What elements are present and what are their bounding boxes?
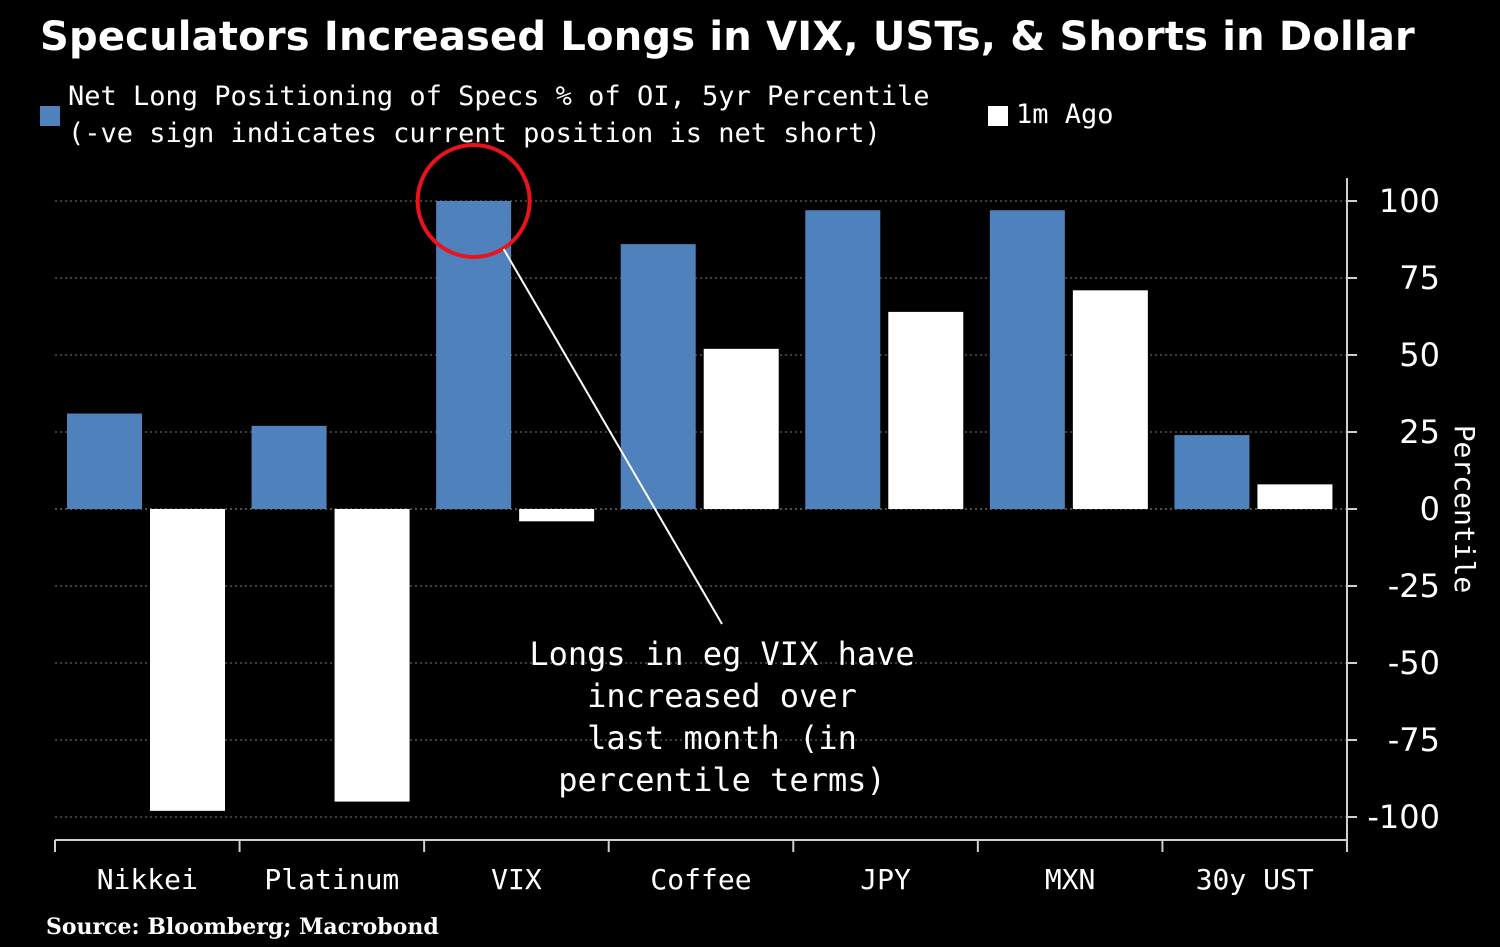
annotation-text-line: percentile terms) <box>558 761 886 799</box>
bar <box>436 201 512 509</box>
y-tick-label: -50 <box>1388 644 1440 682</box>
bar <box>703 348 779 509</box>
bar <box>805 210 881 510</box>
highlight-circle <box>415 143 532 259</box>
bar <box>334 509 410 802</box>
annotation-text-line: last month (in <box>587 719 857 757</box>
bar <box>620 244 696 509</box>
x-tick-labels: Nikkei Platinum VIX Coffee JPY MXN 30y UST <box>97 863 1314 896</box>
y-tick-label: -75 <box>1388 721 1440 759</box>
x-tick-label: 30y UST <box>1196 863 1314 896</box>
bar <box>519 509 595 522</box>
annotation-pointer <box>502 248 723 625</box>
legend-swatch-1m-ago <box>988 106 1008 126</box>
bars <box>67 201 1333 811</box>
x-tick-label: MXN <box>1045 863 1096 896</box>
chart-title: Speculators Increased Longs in VIX, USTs… <box>40 14 1415 60</box>
x-tick-label: JPY <box>860 863 911 896</box>
source-note: Source: Bloomberg; Macrobond <box>46 914 439 940</box>
bar <box>150 509 225 811</box>
axes <box>54 178 1357 852</box>
x-tick-label: Platinum <box>264 863 399 896</box>
bar <box>251 425 327 509</box>
x-tick-label: Coffee <box>650 863 751 896</box>
annotation-text-line: Longs in eg VIX have <box>529 635 914 673</box>
bar <box>67 413 142 509</box>
y-tick-label: -100 <box>1367 798 1440 836</box>
legend-label-current-line1: Net Long Positioning of Specs % of OI, 5… <box>68 81 930 112</box>
y-tick-label: 100 <box>1379 182 1440 220</box>
y-tick-labels: 100 75 50 25 0 -25 -50 -75 -100 <box>1367 182 1440 836</box>
y-axis-title: Percentile <box>1448 425 1481 594</box>
bar <box>1257 484 1333 509</box>
annotation-text-line: increased over <box>587 677 857 715</box>
annotation: Longs in eg VIX have increased over last m… <box>415 143 915 799</box>
y-tick-label: 75 <box>1399 259 1440 297</box>
y-tick-label: 0 <box>1420 490 1440 528</box>
bar <box>1072 290 1148 509</box>
bar <box>989 210 1065 510</box>
x-tick-label: VIX <box>491 863 542 896</box>
y-tick-label: 50 <box>1399 336 1440 374</box>
y-tick-label: -25 <box>1388 567 1440 605</box>
legend-swatch-current <box>40 106 60 126</box>
bar <box>888 311 964 509</box>
y-tick-label: 25 <box>1399 413 1440 451</box>
bar <box>1174 435 1250 509</box>
x-tick-label: Nikkei <box>97 863 198 896</box>
y-axis-label: Percentile <box>1448 425 1481 594</box>
legend-label-current-line2: (-ve sign indicates current position is … <box>68 118 881 149</box>
legend-label-1m-ago: 1m Ago <box>1016 99 1114 130</box>
